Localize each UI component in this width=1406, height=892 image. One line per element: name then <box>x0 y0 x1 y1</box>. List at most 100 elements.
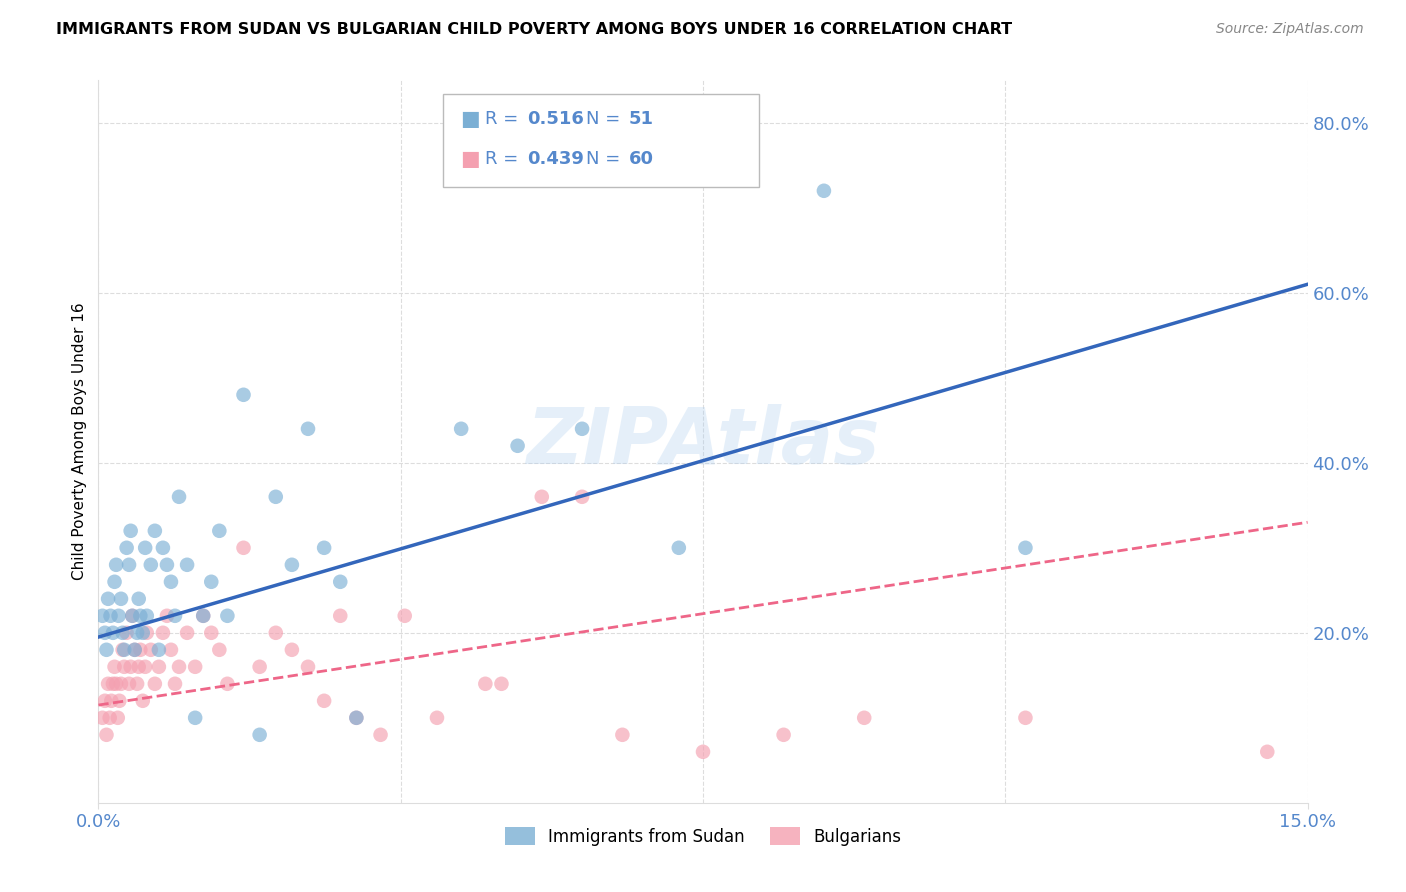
Point <box>217 608 239 623</box>
Point <box>426 711 449 725</box>
Text: R =: R = <box>485 110 519 128</box>
Point <box>530 490 553 504</box>
Point <box>329 574 352 589</box>
Point <box>139 558 162 572</box>
Point <box>96 642 118 657</box>
Point <box>152 625 174 640</box>
Point <box>163 608 186 623</box>
Point <box>692 745 714 759</box>
Point <box>97 677 120 691</box>
Point <box>853 711 876 725</box>
Point <box>103 660 125 674</box>
Point <box>668 541 690 555</box>
Point <box>1256 745 1278 759</box>
Point <box>152 541 174 555</box>
Text: ■: ■ <box>460 149 479 169</box>
Point <box>249 728 271 742</box>
Point <box>115 541 138 555</box>
Point <box>193 608 215 623</box>
Point <box>94 625 117 640</box>
Text: Source: ZipAtlas.com: Source: ZipAtlas.com <box>1216 22 1364 37</box>
Point <box>200 625 222 640</box>
Point <box>139 642 162 657</box>
Point <box>143 677 166 691</box>
Point <box>124 642 146 657</box>
Text: ■: ■ <box>460 109 479 128</box>
Point <box>94 694 117 708</box>
Text: ZIPAtlas: ZIPAtlas <box>526 403 880 480</box>
Point <box>163 677 186 691</box>
Y-axis label: Child Poverty Among Boys Under 16: Child Poverty Among Boys Under 16 <box>72 302 87 581</box>
Point <box>120 660 142 674</box>
Text: R =: R = <box>485 150 519 168</box>
Point <box>129 608 152 623</box>
Point <box>208 642 231 657</box>
Point <box>98 711 121 725</box>
Point <box>314 541 336 555</box>
Point <box>176 625 198 640</box>
Point <box>394 608 416 623</box>
Point <box>127 677 149 691</box>
Point <box>91 711 114 725</box>
Point <box>121 608 143 623</box>
Text: 0.516: 0.516 <box>527 110 583 128</box>
Point <box>105 558 128 572</box>
Point <box>200 574 222 589</box>
Text: 0.439: 0.439 <box>527 150 583 168</box>
Point <box>370 728 392 742</box>
Point <box>491 677 513 691</box>
Point <box>167 660 190 674</box>
Point <box>107 608 129 623</box>
Point <box>118 677 141 691</box>
Point <box>344 711 367 725</box>
Point <box>1014 711 1036 725</box>
Point <box>111 642 134 657</box>
Point <box>100 608 122 623</box>
Point <box>208 524 231 538</box>
Point <box>264 625 287 640</box>
Point <box>118 558 141 572</box>
Point <box>129 642 152 657</box>
Point <box>297 422 319 436</box>
Point <box>112 642 135 657</box>
Point <box>184 660 207 674</box>
Point <box>184 711 207 725</box>
Point <box>772 728 794 742</box>
Point <box>115 625 138 640</box>
Point <box>127 625 149 640</box>
Point <box>132 625 155 640</box>
Point <box>135 625 157 640</box>
Point <box>232 388 254 402</box>
Point <box>193 608 215 623</box>
Point <box>813 184 835 198</box>
Legend: Immigrants from Sudan, Bulgarians: Immigrants from Sudan, Bulgarians <box>498 821 908 852</box>
Point <box>571 422 593 436</box>
Point <box>101 625 124 640</box>
Point <box>91 608 114 623</box>
Point <box>135 608 157 623</box>
Text: N =: N = <box>586 150 620 168</box>
Point <box>450 422 472 436</box>
Point <box>176 558 198 572</box>
Point <box>571 490 593 504</box>
Point <box>100 694 122 708</box>
Point <box>108 694 131 708</box>
Point <box>156 608 179 623</box>
Point <box>281 642 304 657</box>
Point <box>110 591 132 606</box>
Point <box>217 677 239 691</box>
Point <box>167 490 190 504</box>
Point <box>344 711 367 725</box>
Point <box>103 574 125 589</box>
Point <box>160 642 183 657</box>
Point <box>612 728 634 742</box>
Point <box>148 642 170 657</box>
Text: IMMIGRANTS FROM SUDAN VS BULGARIAN CHILD POVERTY AMONG BOYS UNDER 16 CORRELATION: IMMIGRANTS FROM SUDAN VS BULGARIAN CHILD… <box>56 22 1012 37</box>
Point <box>249 660 271 674</box>
Point <box>110 677 132 691</box>
Point <box>232 541 254 555</box>
Text: N =: N = <box>586 110 620 128</box>
Point <box>97 591 120 606</box>
Text: 51: 51 <box>628 110 654 128</box>
Point <box>121 608 143 623</box>
